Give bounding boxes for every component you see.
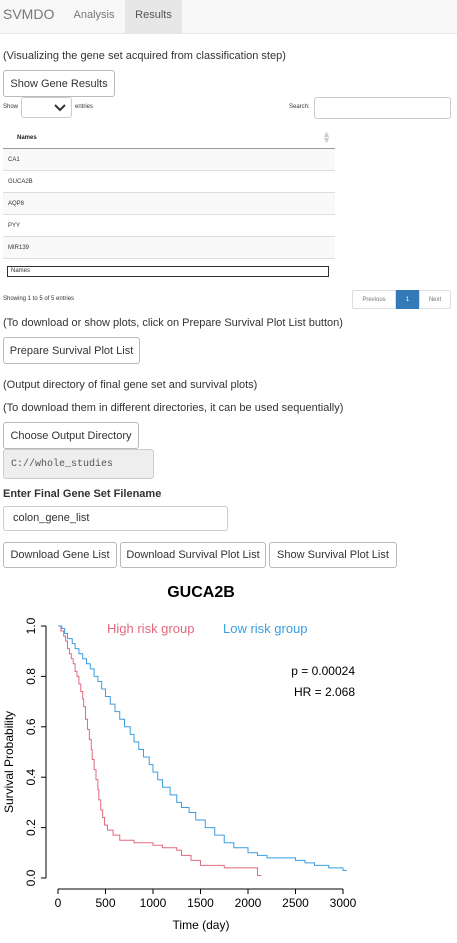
column-filter-input[interactable]: Names xyxy=(7,266,329,277)
search-label: Search: xyxy=(289,104,310,110)
pagination-previous[interactable]: Previous xyxy=(352,290,396,309)
search-input[interactable] xyxy=(314,97,451,119)
table-header[interactable]: Names ▲ ▼ xyxy=(3,127,335,149)
x-tick-label: 1500 xyxy=(187,896,214,910)
survival-plot: GUCA2B 0 500 1000 1500 2000 2500 3000 0.0 0.2 0.4… xyxy=(2,584,357,932)
y-tick-label: 0.0 xyxy=(24,869,38,886)
x-tick-label: 2000 xyxy=(235,896,262,910)
pagination-page-1[interactable]: 1 xyxy=(396,290,419,309)
prepare-survival-plot-list-button[interactable]: Prepare Survival Plot List xyxy=(3,337,140,364)
entries-label: entries xyxy=(75,104,94,110)
survival-curve-high-risk xyxy=(58,625,262,876)
tab-results[interactable]: Results xyxy=(125,0,182,34)
table-cell: MIR139 xyxy=(8,245,30,251)
navbar xyxy=(0,0,457,34)
download-survival-plot-list-button[interactable]: Download Survival Plot List xyxy=(120,542,266,568)
chart-axes: 0 500 1000 1500 2000 2500 3000 0.0 0.2 0.4 0.6 0.8 1… xyxy=(24,617,357,910)
y-axis-label: Survival Probability xyxy=(2,711,16,813)
survival-curve-low-risk xyxy=(58,625,347,871)
table-cell: AQP8 xyxy=(8,201,25,207)
show-label: Show xyxy=(3,104,19,110)
x-tick-label: 3000 xyxy=(330,896,357,910)
show-gene-results-button[interactable]: Show Gene Results xyxy=(3,70,115,97)
survival-hint-text: (To download or show plots, click on Pre… xyxy=(3,317,343,329)
chevron-down-icon xyxy=(54,104,66,112)
legend-low-risk: Low risk group xyxy=(223,621,308,636)
x-tick-label: 0 xyxy=(55,896,62,910)
output-directory-display: C://whole_studies xyxy=(3,449,154,479)
output-hint-text: (Output directory of final gene set and … xyxy=(3,379,258,391)
brand[interactable]: SVMDO xyxy=(3,6,55,22)
y-tick-label: 0.6 xyxy=(24,718,38,735)
table-row: GUCA2B xyxy=(3,171,335,193)
filename-input[interactable]: colon_gene_list xyxy=(3,506,228,531)
table-cell: PYY xyxy=(8,223,21,229)
show-survival-plot-list-button[interactable]: Show Survival Plot List xyxy=(269,542,397,568)
table-info: Showing 1 to 5 of 5 entries xyxy=(3,296,75,302)
chart-series xyxy=(58,625,347,876)
results-intro-text: (Visualizing the gene set acquired from … xyxy=(3,50,286,62)
column-header-names: Names xyxy=(17,135,37,141)
x-tick-label: 1000 xyxy=(140,896,167,910)
y-tick-label: 0.4 xyxy=(24,769,38,786)
table-cell: CA1 xyxy=(8,157,20,163)
table-row: PYY xyxy=(3,215,335,237)
gene-table: Names ▲ ▼ CA1 GUCA2B AQP8 PYY MIR139 xyxy=(3,127,335,259)
entries-select[interactable] xyxy=(21,97,72,118)
table-row: CA1 xyxy=(3,149,335,171)
x-tick-label: 2500 xyxy=(282,896,309,910)
tab-analysis[interactable]: Analysis xyxy=(73,9,115,21)
chart-title: GUCA2B xyxy=(167,584,235,601)
p-value-annotation: p = 0.00024 xyxy=(291,664,355,678)
hr-annotation: HR = 2.068 xyxy=(294,685,355,699)
y-tick-label: 0.2 xyxy=(24,819,38,836)
y-tick-label: 0.8 xyxy=(24,668,38,685)
x-axis-label: Time (day) xyxy=(173,918,230,932)
table-cell: GUCA2B xyxy=(8,179,33,185)
filename-label: Enter Final Gene Set Filename xyxy=(3,488,162,500)
table-row: AQP8 xyxy=(3,193,335,215)
output-hint-text-2: (To download them in different directori… xyxy=(3,402,344,414)
table-row: MIR139 xyxy=(3,237,335,259)
choose-output-directory-button[interactable]: Choose Output Directory xyxy=(3,422,139,449)
x-tick-label: 500 xyxy=(95,896,115,910)
download-gene-list-button[interactable]: Download Gene List xyxy=(3,542,117,568)
pagination-next[interactable]: Next xyxy=(419,290,451,309)
y-tick-label: 1.0 xyxy=(24,617,38,634)
sort-icon: ▲ ▼ xyxy=(322,129,331,145)
legend-high-risk: High risk group xyxy=(107,621,194,636)
